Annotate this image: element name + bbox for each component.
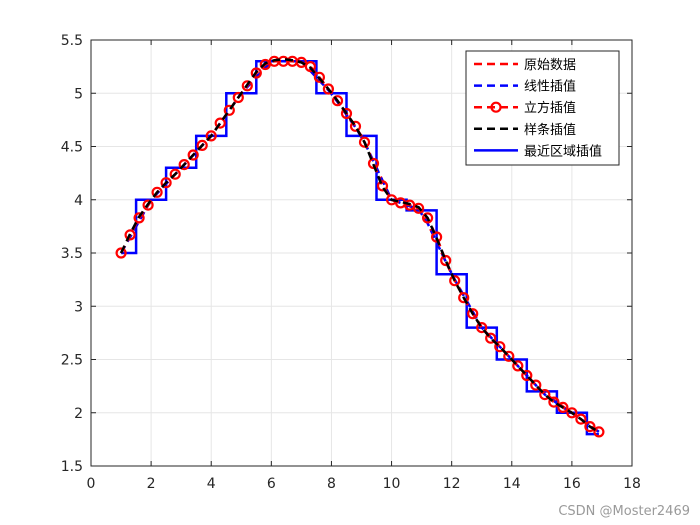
cubic-marker-point: [322, 83, 334, 95]
y-tick-label: 4.5: [61, 140, 83, 156]
cubic-marker-point: [539, 389, 551, 401]
y-tick-label: 5: [74, 86, 83, 102]
cubic-marker-point: [376, 180, 389, 192]
legend-marker: [490, 101, 502, 113]
cubic-marker-point: [295, 56, 307, 69]
cubic-marker-point: [512, 360, 524, 372]
cubic-marker-point: [503, 350, 515, 362]
cubic-marker-point: [214, 117, 226, 129]
cubic-marker-point: [440, 254, 452, 267]
cubic-marker-point: [467, 308, 479, 320]
cubic-marker-point: [133, 212, 145, 224]
cubic-marker-point: [196, 139, 208, 151]
cubic-marker-point: [557, 401, 569, 413]
cubic-marker-point: [349, 120, 362, 132]
x-tick-label: 6: [267, 476, 276, 492]
cubic-marker-point: [205, 130, 217, 142]
legend-label: 线性插值: [524, 79, 576, 95]
y-tick-label: 4: [74, 193, 83, 209]
cubic-marker-point: [313, 71, 325, 83]
cubic-marker-point: [449, 275, 461, 287]
x-tick-label: 0: [87, 476, 96, 492]
cubic-marker-point: [178, 159, 190, 171]
cubic-marker-point: [142, 199, 154, 211]
cubic-marker-point: [575, 413, 587, 425]
axis-ticks: 0 2 4 6 8 10 12 14 16 18 1.5 2 2.5 3 3.5 4 4.5 5 5.5: [61, 33, 641, 492]
series-layer: [115, 55, 605, 438]
cubic-marker-point: [340, 107, 353, 120]
cubic-marker-point: [358, 136, 371, 148]
series-spline-line: [119, 57, 600, 433]
cubic-marker-point: [331, 95, 344, 107]
cubic-marker-point: [223, 104, 235, 116]
x-tick-label: 10: [383, 476, 401, 492]
x-tick-label: 12: [443, 476, 461, 492]
y-tick-label: 3.5: [61, 246, 83, 262]
cubic-marker-point: [115, 247, 127, 259]
y-tick-label: 5.5: [61, 33, 83, 49]
cubic-marker-point: [422, 212, 434, 224]
cubic-marker-point: [250, 67, 262, 79]
cubic-marker-point: [530, 379, 542, 391]
cubic-marker-point: [413, 202, 425, 214]
cubic-marker-point: [458, 292, 470, 304]
y-tick-label: 2: [74, 406, 83, 422]
x-tick-label: 8: [327, 476, 336, 492]
cubic-marker-point: [160, 177, 172, 189]
y-tick-label: 1.5: [61, 459, 83, 475]
x-tick-label: 4: [207, 476, 216, 492]
cubic-marker-point: [169, 168, 181, 180]
cubic-marker-point: [548, 396, 560, 408]
cubic-marker-point: [187, 149, 199, 161]
cubic-marker-point: [151, 186, 163, 198]
x-tick-label: 16: [563, 476, 581, 492]
legend-label: 原始数据: [524, 58, 576, 73]
cubic-marker-point: [476, 322, 488, 334]
x-tick-label: 2: [147, 476, 156, 492]
cubic-marker-point: [124, 229, 136, 241]
y-tick-label: 2.5: [61, 353, 83, 369]
cubic-marker-point: [521, 369, 533, 382]
legend-label: 立方插值: [524, 100, 576, 116]
cubic-marker-point: [232, 91, 244, 104]
cubic-marker-point: [593, 426, 605, 438]
cubic-marker-point: [241, 80, 253, 92]
cubic-marker-point: [431, 231, 443, 243]
cubic-marker-point: [367, 157, 380, 170]
y-tick-label: 3: [74, 299, 83, 315]
cubic-marker-point: [304, 60, 316, 73]
cubic-marker-point: [494, 341, 506, 353]
cubic-marker-point: [485, 332, 497, 344]
x-tick-label: 18: [623, 476, 641, 492]
x-tick-label: 14: [503, 476, 521, 492]
cubic-marker-point: [584, 421, 596, 433]
cubic-marker-point: [566, 407, 578, 419]
legend-label: 最近区域插值: [524, 143, 602, 159]
legend-label: 样条插值: [524, 122, 576, 138]
watermark: CSDN @Moster2469: [558, 504, 690, 519]
